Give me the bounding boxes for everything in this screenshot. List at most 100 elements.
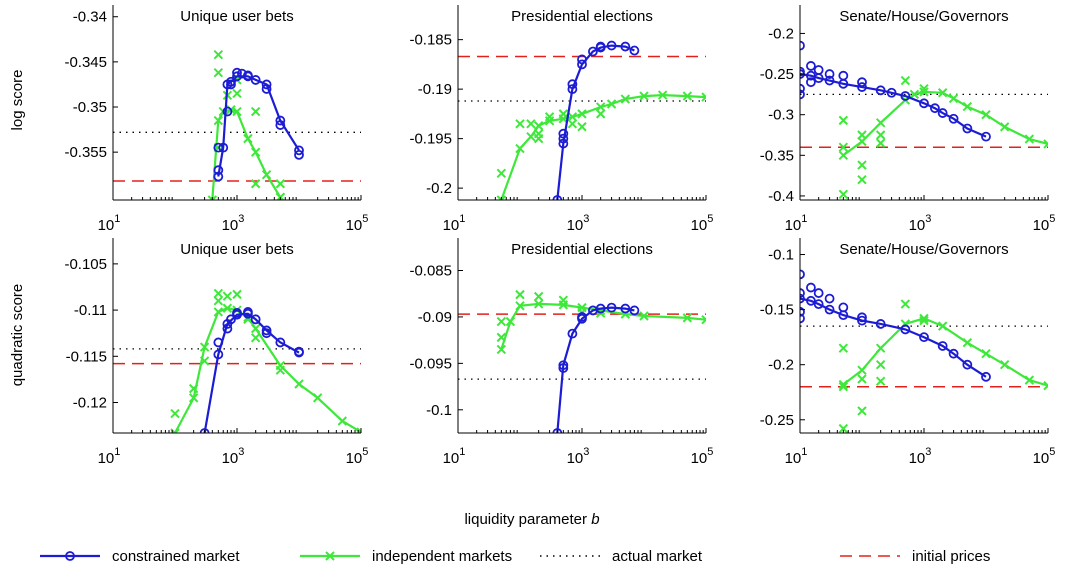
constrained-line xyxy=(217,75,300,177)
x-tick-base: 10 xyxy=(98,217,115,234)
x-tick-exponent: 3 xyxy=(238,446,244,458)
y-tick-label: -0.345 xyxy=(64,54,107,71)
y-tick-label: -0.4 xyxy=(768,188,794,205)
marker xyxy=(533,299,544,309)
marker xyxy=(930,103,940,114)
marker xyxy=(222,106,233,117)
x-tick-exponent: 1 xyxy=(459,213,465,225)
marker xyxy=(577,302,587,313)
marker xyxy=(544,116,555,126)
x-tick-label: 103 xyxy=(909,213,932,234)
marker xyxy=(824,304,835,315)
marker xyxy=(533,133,544,144)
marker xyxy=(629,45,640,56)
marker xyxy=(213,171,224,182)
x-tick-exponent: 5 xyxy=(362,213,368,225)
marker xyxy=(857,406,867,416)
marker xyxy=(857,82,867,92)
legend-label: independent markets xyxy=(372,548,512,565)
marker xyxy=(857,374,867,384)
plot-area xyxy=(800,40,1048,200)
marker xyxy=(250,314,261,325)
marker xyxy=(515,143,525,154)
x-tick-base: 10 xyxy=(443,217,460,234)
legend-label: constrained market xyxy=(112,548,240,565)
x-tick-base: 10 xyxy=(222,217,239,234)
marker xyxy=(824,293,835,304)
marker xyxy=(806,77,816,88)
marker xyxy=(800,306,805,317)
marker xyxy=(577,109,587,119)
marker xyxy=(1024,134,1035,144)
x-tick-label: 101 xyxy=(98,446,121,467)
x-tick-exponent: 3 xyxy=(925,213,931,225)
marker xyxy=(806,61,816,71)
marker xyxy=(294,145,304,156)
constrained-line xyxy=(556,44,635,200)
marker xyxy=(838,379,849,390)
marker xyxy=(505,316,516,327)
marker xyxy=(639,91,649,101)
marker xyxy=(496,316,507,327)
marker xyxy=(800,288,805,298)
y-tick-label: -0.35 xyxy=(760,147,794,164)
marker xyxy=(213,288,224,299)
marker xyxy=(552,195,563,200)
marker xyxy=(919,315,929,326)
y-tick-label: -0.09 xyxy=(418,309,452,326)
plot-area xyxy=(800,269,1048,433)
x-tick-label: 103 xyxy=(222,446,245,467)
y-tick-label: -0.095 xyxy=(409,355,452,372)
x-tick-exponent: 5 xyxy=(707,213,713,225)
x-tick-exponent: 3 xyxy=(238,213,244,225)
marker xyxy=(919,87,929,97)
marker xyxy=(170,408,180,419)
x-tick-label: 103 xyxy=(567,446,590,467)
marker xyxy=(875,343,886,353)
marker xyxy=(806,282,816,293)
marker xyxy=(800,293,805,304)
marker xyxy=(515,119,525,129)
y-tick-label: -0.34 xyxy=(73,9,107,26)
marker xyxy=(824,69,835,79)
marker xyxy=(806,295,816,306)
marker xyxy=(962,337,973,348)
y-tick-label: -0.2 xyxy=(768,357,794,374)
marker xyxy=(567,119,578,129)
x-tick-base: 10 xyxy=(691,450,708,467)
marker xyxy=(558,138,569,149)
marker xyxy=(294,149,304,160)
marker xyxy=(857,160,867,170)
panel-title: Unique user bets xyxy=(180,8,293,25)
marker xyxy=(838,70,849,81)
marker xyxy=(275,179,286,189)
marker xyxy=(800,83,805,94)
marker xyxy=(999,359,1010,370)
marker xyxy=(226,76,236,87)
marker xyxy=(919,98,929,109)
x-tick-exponent: 1 xyxy=(801,446,807,458)
marker xyxy=(838,189,849,200)
x-tick-base: 10 xyxy=(691,217,708,234)
x-axis-variable: b xyxy=(591,511,599,528)
marker xyxy=(213,49,224,60)
marker xyxy=(886,87,897,98)
y-tick-label: -0.085 xyxy=(409,263,452,280)
marker xyxy=(948,93,959,104)
x-tick-exponent: 1 xyxy=(801,213,807,225)
x-tick-label: 103 xyxy=(222,213,245,234)
x-tick-base: 10 xyxy=(785,450,802,467)
marker xyxy=(213,296,224,306)
marker xyxy=(243,71,253,82)
x-tick-label: 105 xyxy=(1033,446,1056,467)
marker xyxy=(629,305,640,316)
x-tick-base: 10 xyxy=(346,217,363,234)
marker xyxy=(606,99,617,109)
x-tick-label: 105 xyxy=(346,213,369,234)
legend-label: initial prices xyxy=(912,548,990,565)
marker xyxy=(533,291,544,302)
y-tick-label: -0.35 xyxy=(73,99,107,116)
marker xyxy=(857,315,867,326)
y-tick-label: -0.195 xyxy=(409,131,452,148)
marker xyxy=(294,379,304,389)
